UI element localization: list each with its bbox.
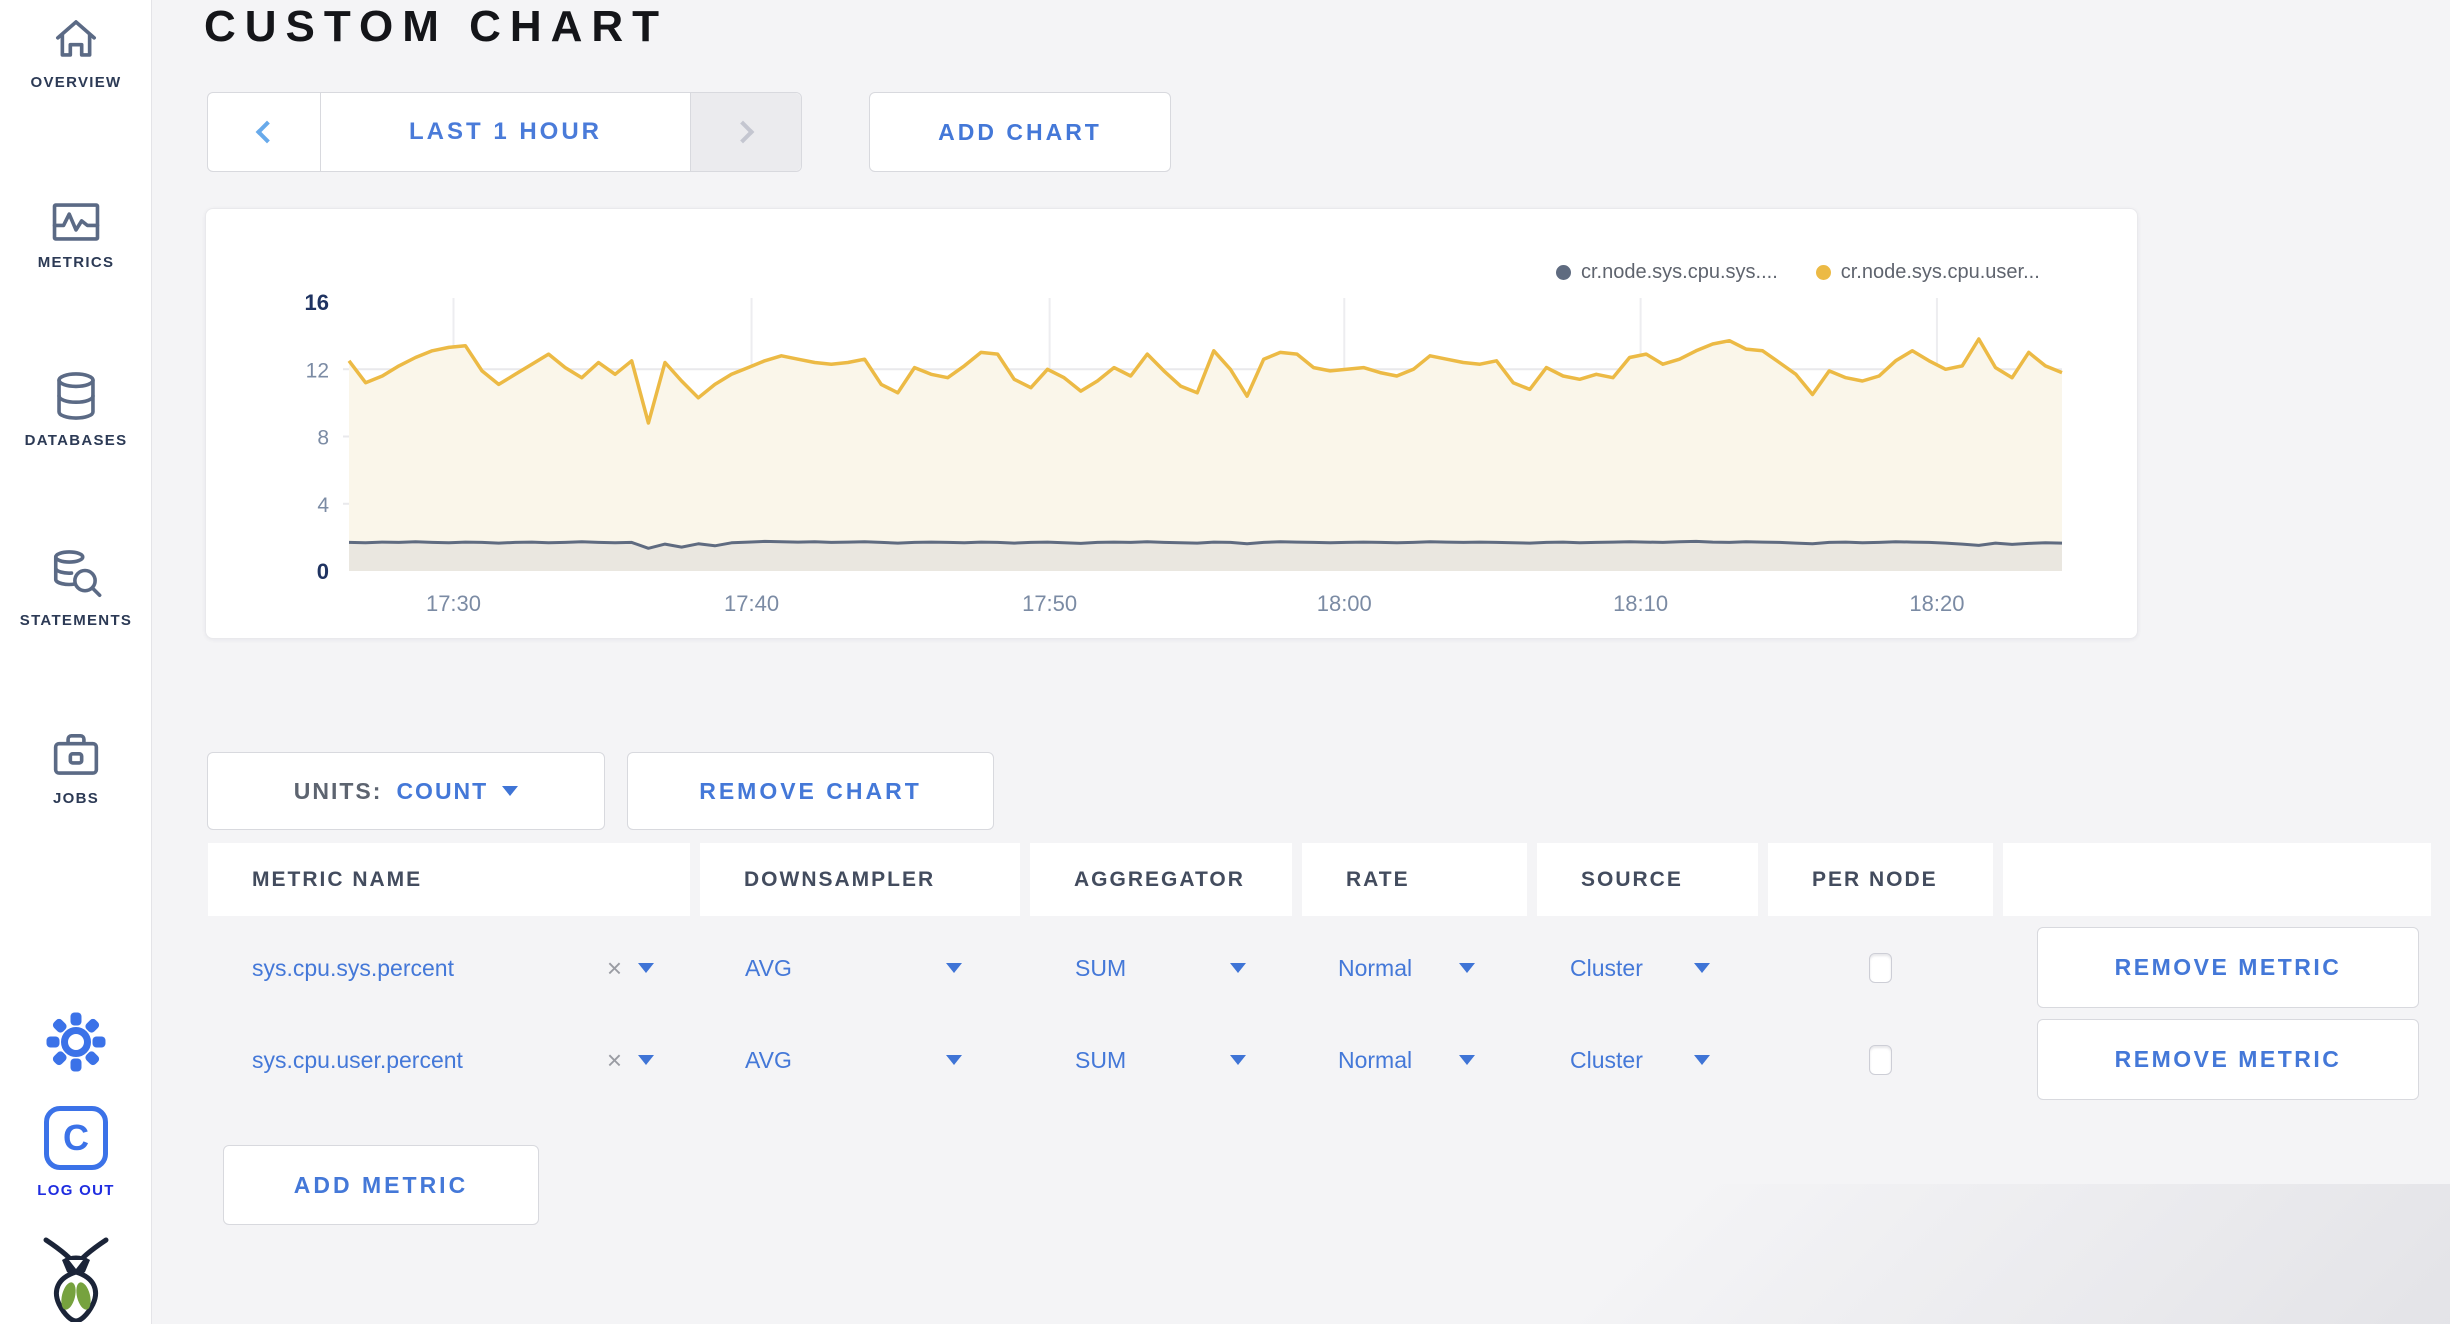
sidebar-item-label: STATEMENTS <box>19 612 133 629</box>
add-metric-button[interactable]: ADD METRIC <box>223 1145 539 1225</box>
col-header-aggregator: AGGREGATOR <box>1030 843 1292 916</box>
sidebar: OVERVIEW METRICS DATABASES <box>0 0 152 1324</box>
rate-dropdown[interactable]: Normal <box>1302 921 1527 1015</box>
aggregator-dropdown[interactable]: SUM <box>1030 921 1292 1015</box>
source-dropdown[interactable]: Cluster <box>1537 921 1758 1015</box>
chart-legend: cr.node.sys.cpu.sys.... cr.node.sys.cpu.… <box>1556 261 2040 284</box>
svg-text:0: 0 <box>317 559 329 584</box>
sidebar-item-label: DATABASES <box>24 432 128 449</box>
caret-down-icon <box>946 1055 962 1065</box>
sidebar-item-metrics[interactable]: METRICS <box>0 200 152 271</box>
caret-down-icon <box>946 963 962 973</box>
metrics-chart-panel: cr.node.sys.cpu.sys.... cr.node.sys.cpu.… <box>205 208 2138 639</box>
rate-dropdown[interactable]: Normal <box>1302 1013 1527 1107</box>
svg-text:17:40: 17:40 <box>724 591 779 616</box>
svg-text:18:20: 18:20 <box>1909 591 1964 616</box>
page-bottom-shadow <box>950 1184 2450 1324</box>
units-value: COUNT <box>396 777 489 804</box>
caret-down-icon <box>1694 1055 1710 1065</box>
legend-item-user[interactable]: cr.node.sys.cpu.user... <box>1815 261 2040 284</box>
col-header-source: SOURCE <box>1537 843 1758 916</box>
clear-metric-icon[interactable]: × <box>606 1044 622 1075</box>
caret-down-icon <box>502 786 519 796</box>
sidebar-item-label: OVERVIEW <box>30 74 122 91</box>
metrics-icon <box>52 203 100 241</box>
caret-down-icon <box>1230 1055 1246 1065</box>
chevron-right-icon <box>731 120 755 144</box>
sidebar-item-label: METRICS <box>37 254 115 271</box>
caret-down-icon <box>1230 963 1246 973</box>
table-row: sys.cpu.sys.percent × AVG SUM Normal Clu… <box>0 921 2450 1015</box>
svg-text:18:00: 18:00 <box>1317 591 1372 616</box>
sidebar-item-jobs[interactable]: JOBS <box>0 730 152 807</box>
chevron-left-icon <box>255 120 279 144</box>
svg-text:8: 8 <box>317 427 329 450</box>
remove-metric-button[interactable]: REMOVE METRIC <box>2037 927 2419 1008</box>
sidebar-item-overview[interactable]: OVERVIEW <box>0 14 152 91</box>
metrics-chart-svg[interactable]: 17:30 17:40 17:50 18:00 18:10 18:20 16 12 8 4 0 <box>206 209 2137 638</box>
time-range-prev-button[interactable] <box>208 93 321 171</box>
time-range-next-button[interactable] <box>690 93 801 171</box>
sidebar-item-databases[interactable]: DATABASES <box>0 370 152 449</box>
caret-down-icon <box>1694 963 1710 973</box>
logout-button[interactable]: LOG OUT <box>37 1182 115 1199</box>
svg-text:16: 16 <box>305 290 329 315</box>
per-node-cell <box>1768 921 1993 1015</box>
downsampler-dropdown[interactable]: AVG <box>700 1013 1020 1107</box>
svg-text:12: 12 <box>306 359 329 382</box>
per-node-checkbox[interactable] <box>1869 953 1892 983</box>
cockroach-c-logo-icon[interactable]: C <box>44 1106 108 1170</box>
remove-metric-button[interactable]: REMOVE METRIC <box>2037 1019 2419 1100</box>
svg-text:18:10: 18:10 <box>1613 591 1668 616</box>
table-row: sys.cpu.user.percent × AVG SUM Normal Cl… <box>0 1013 2450 1107</box>
remove-chart-button[interactable]: REMOVE CHART <box>627 752 994 830</box>
source-dropdown[interactable]: Cluster <box>1537 1013 1758 1107</box>
caret-down-icon <box>638 1055 654 1065</box>
col-header-metric-name: METRIC NAME <box>208 843 690 916</box>
units-label: UNITS: <box>293 777 383 804</box>
clear-metric-icon[interactable]: × <box>606 952 622 983</box>
units-dropdown[interactable]: UNITS: COUNT <box>207 752 605 830</box>
database-icon <box>57 372 95 420</box>
sidebar-item-statements[interactable]: STATEMENTS <box>0 548 152 629</box>
col-header-downsampler: DOWNSAMPLER <box>700 843 1020 916</box>
legend-dot-user-icon <box>1815 265 1831 280</box>
aggregator-dropdown[interactable]: SUM <box>1030 1013 1292 1107</box>
col-header-actions <box>2003 843 2431 916</box>
time-range-label-button[interactable]: LAST 1 HOUR <box>408 118 602 145</box>
svg-text:17:50: 17:50 <box>1022 591 1077 616</box>
metric-name-value: sys.cpu.user.percent <box>252 1046 463 1073</box>
briefcase-icon <box>53 733 99 775</box>
cockroach-bug-logo-icon <box>43 1237 109 1322</box>
sidebar-item-label: JOBS <box>52 790 100 807</box>
settings-gear-icon[interactable] <box>46 1012 106 1072</box>
caret-down-icon <box>1459 963 1475 973</box>
page-title: CUSTOM CHART <box>204 2 669 51</box>
metric-name-value: sys.cpu.sys.percent <box>252 954 454 981</box>
svg-text:4: 4 <box>317 494 329 517</box>
downsampler-dropdown[interactable]: AVG <box>700 921 1020 1015</box>
caret-down-icon <box>638 963 654 973</box>
per-node-checkbox[interactable] <box>1869 1045 1892 1075</box>
per-node-cell <box>1768 1013 1993 1107</box>
legend-dot-sys-icon <box>1556 265 1571 280</box>
metric-name-dropdown[interactable]: sys.cpu.sys.percent × <box>208 921 690 1015</box>
svg-text:17:30: 17:30 <box>426 591 481 616</box>
col-header-rate: RATE <box>1302 843 1527 916</box>
statements-icon <box>53 550 102 598</box>
time-range-selector: LAST 1 HOUR <box>207 92 802 172</box>
caret-down-icon <box>1459 1055 1475 1065</box>
col-header-per-node: PER NODE <box>1768 843 1993 916</box>
metric-name-dropdown[interactable]: sys.cpu.user.percent × <box>208 1013 690 1107</box>
home-icon <box>56 20 96 57</box>
add-chart-button[interactable]: ADD CHART <box>869 92 1171 172</box>
legend-item-sys[interactable]: cr.node.sys.cpu.sys.... <box>1556 261 1778 284</box>
